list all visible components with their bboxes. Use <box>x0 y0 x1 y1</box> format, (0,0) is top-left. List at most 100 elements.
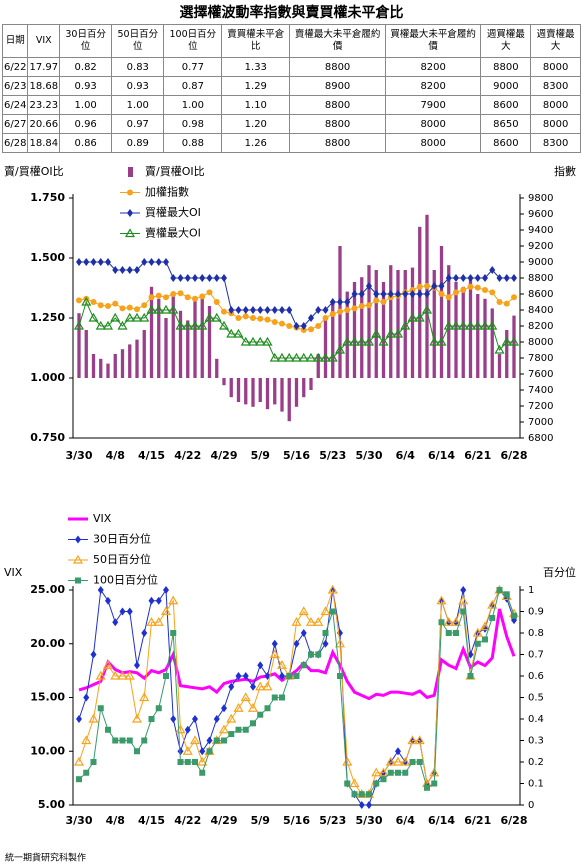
marker <box>443 617 454 626</box>
table-cell: 1.00 <box>59 95 113 115</box>
header-cell: 100日百分位 <box>163 24 223 58</box>
marker <box>139 692 150 702</box>
marker <box>320 352 331 362</box>
marker <box>438 291 445 297</box>
marker <box>371 328 382 338</box>
marker <box>141 737 148 744</box>
bar <box>483 298 487 378</box>
legend-marker <box>127 189 133 196</box>
table-cell: 8300 <box>530 76 581 96</box>
table-row: 6/23 18.68 0.93 0.93 0.87 1.29 8900 8200 9000 830… <box>1 76 581 96</box>
marker <box>148 596 155 605</box>
marker <box>131 312 143 322</box>
marker <box>182 320 193 330</box>
y-tick-label: 1.250 <box>30 311 65 324</box>
marker <box>255 336 266 346</box>
marker <box>489 614 496 621</box>
marker <box>119 266 126 274</box>
x-tick-label: 5/9 <box>251 814 270 827</box>
marker <box>392 328 404 338</box>
marker <box>221 704 227 713</box>
marker <box>153 617 164 626</box>
marker <box>416 283 423 290</box>
marker <box>126 266 133 274</box>
marker <box>327 584 338 594</box>
marker <box>271 639 278 648</box>
bar <box>345 291 349 378</box>
y2-tick-label: 0.7 <box>528 650 544 661</box>
marker <box>421 304 433 314</box>
marker <box>337 308 343 315</box>
marker <box>378 767 389 777</box>
marker <box>286 673 293 679</box>
bar <box>135 339 139 378</box>
marker <box>269 649 280 659</box>
bar <box>360 277 364 378</box>
y-tick-label: 1.000 <box>30 371 65 384</box>
marker <box>175 320 186 330</box>
marker <box>392 756 404 766</box>
marker <box>76 715 82 723</box>
header-cell: 30日百分位 <box>59 24 113 58</box>
bar <box>331 301 335 378</box>
marker <box>380 299 387 305</box>
marker <box>472 627 483 637</box>
x-tick-label: 6/4 <box>396 814 416 827</box>
marker <box>199 293 206 300</box>
marker <box>148 294 155 301</box>
marker <box>134 266 140 274</box>
marker <box>168 595 179 605</box>
marker <box>247 703 259 712</box>
marker <box>177 759 184 765</box>
bar <box>99 358 103 378</box>
marker <box>235 315 242 321</box>
table-cell: 1.00 <box>111 95 165 115</box>
marker <box>438 619 445 626</box>
marker <box>235 306 242 314</box>
table-cell: 8900 <box>289 76 386 96</box>
bar <box>323 318 328 378</box>
x-tick-label: 3/30 <box>66 449 93 462</box>
marker <box>90 258 97 266</box>
marker <box>436 595 447 605</box>
bar <box>244 378 248 405</box>
bar <box>236 378 241 402</box>
marker <box>474 274 481 282</box>
legend-marker <box>75 535 81 544</box>
x-tick-label: 6/4 <box>396 449 416 462</box>
marker <box>192 759 198 765</box>
marker <box>141 302 148 309</box>
y2-tick-label: 8200 <box>528 321 553 332</box>
marker <box>315 651 322 658</box>
marker <box>487 320 498 330</box>
table-cell: 8300 <box>530 133 581 153</box>
marker <box>269 352 280 362</box>
marker <box>342 336 353 346</box>
legend-label: VIX <box>93 512 112 525</box>
bar <box>222 378 226 386</box>
x-tick-label: 5/30 <box>356 814 383 827</box>
marker <box>313 617 324 626</box>
bar <box>171 296 175 378</box>
table-cell: 7900 <box>384 95 482 115</box>
table-cell: 23.23 <box>27 95 61 115</box>
marker <box>102 660 114 669</box>
marker <box>247 336 259 346</box>
marker <box>112 737 119 744</box>
marker <box>177 274 184 282</box>
marker <box>240 336 251 346</box>
marker <box>213 274 220 282</box>
bar <box>461 286 465 378</box>
x-tick-label: 4/29 <box>211 449 238 462</box>
y2-axis-title: 百分位 <box>543 565 576 579</box>
bar <box>512 315 516 378</box>
marker <box>334 344 346 354</box>
bar <box>403 270 407 378</box>
marker <box>305 617 317 626</box>
marker <box>163 294 169 301</box>
legend-marker <box>75 577 81 584</box>
bar <box>389 265 393 378</box>
marker <box>351 290 358 298</box>
table-cell: 0.77 <box>163 57 223 77</box>
